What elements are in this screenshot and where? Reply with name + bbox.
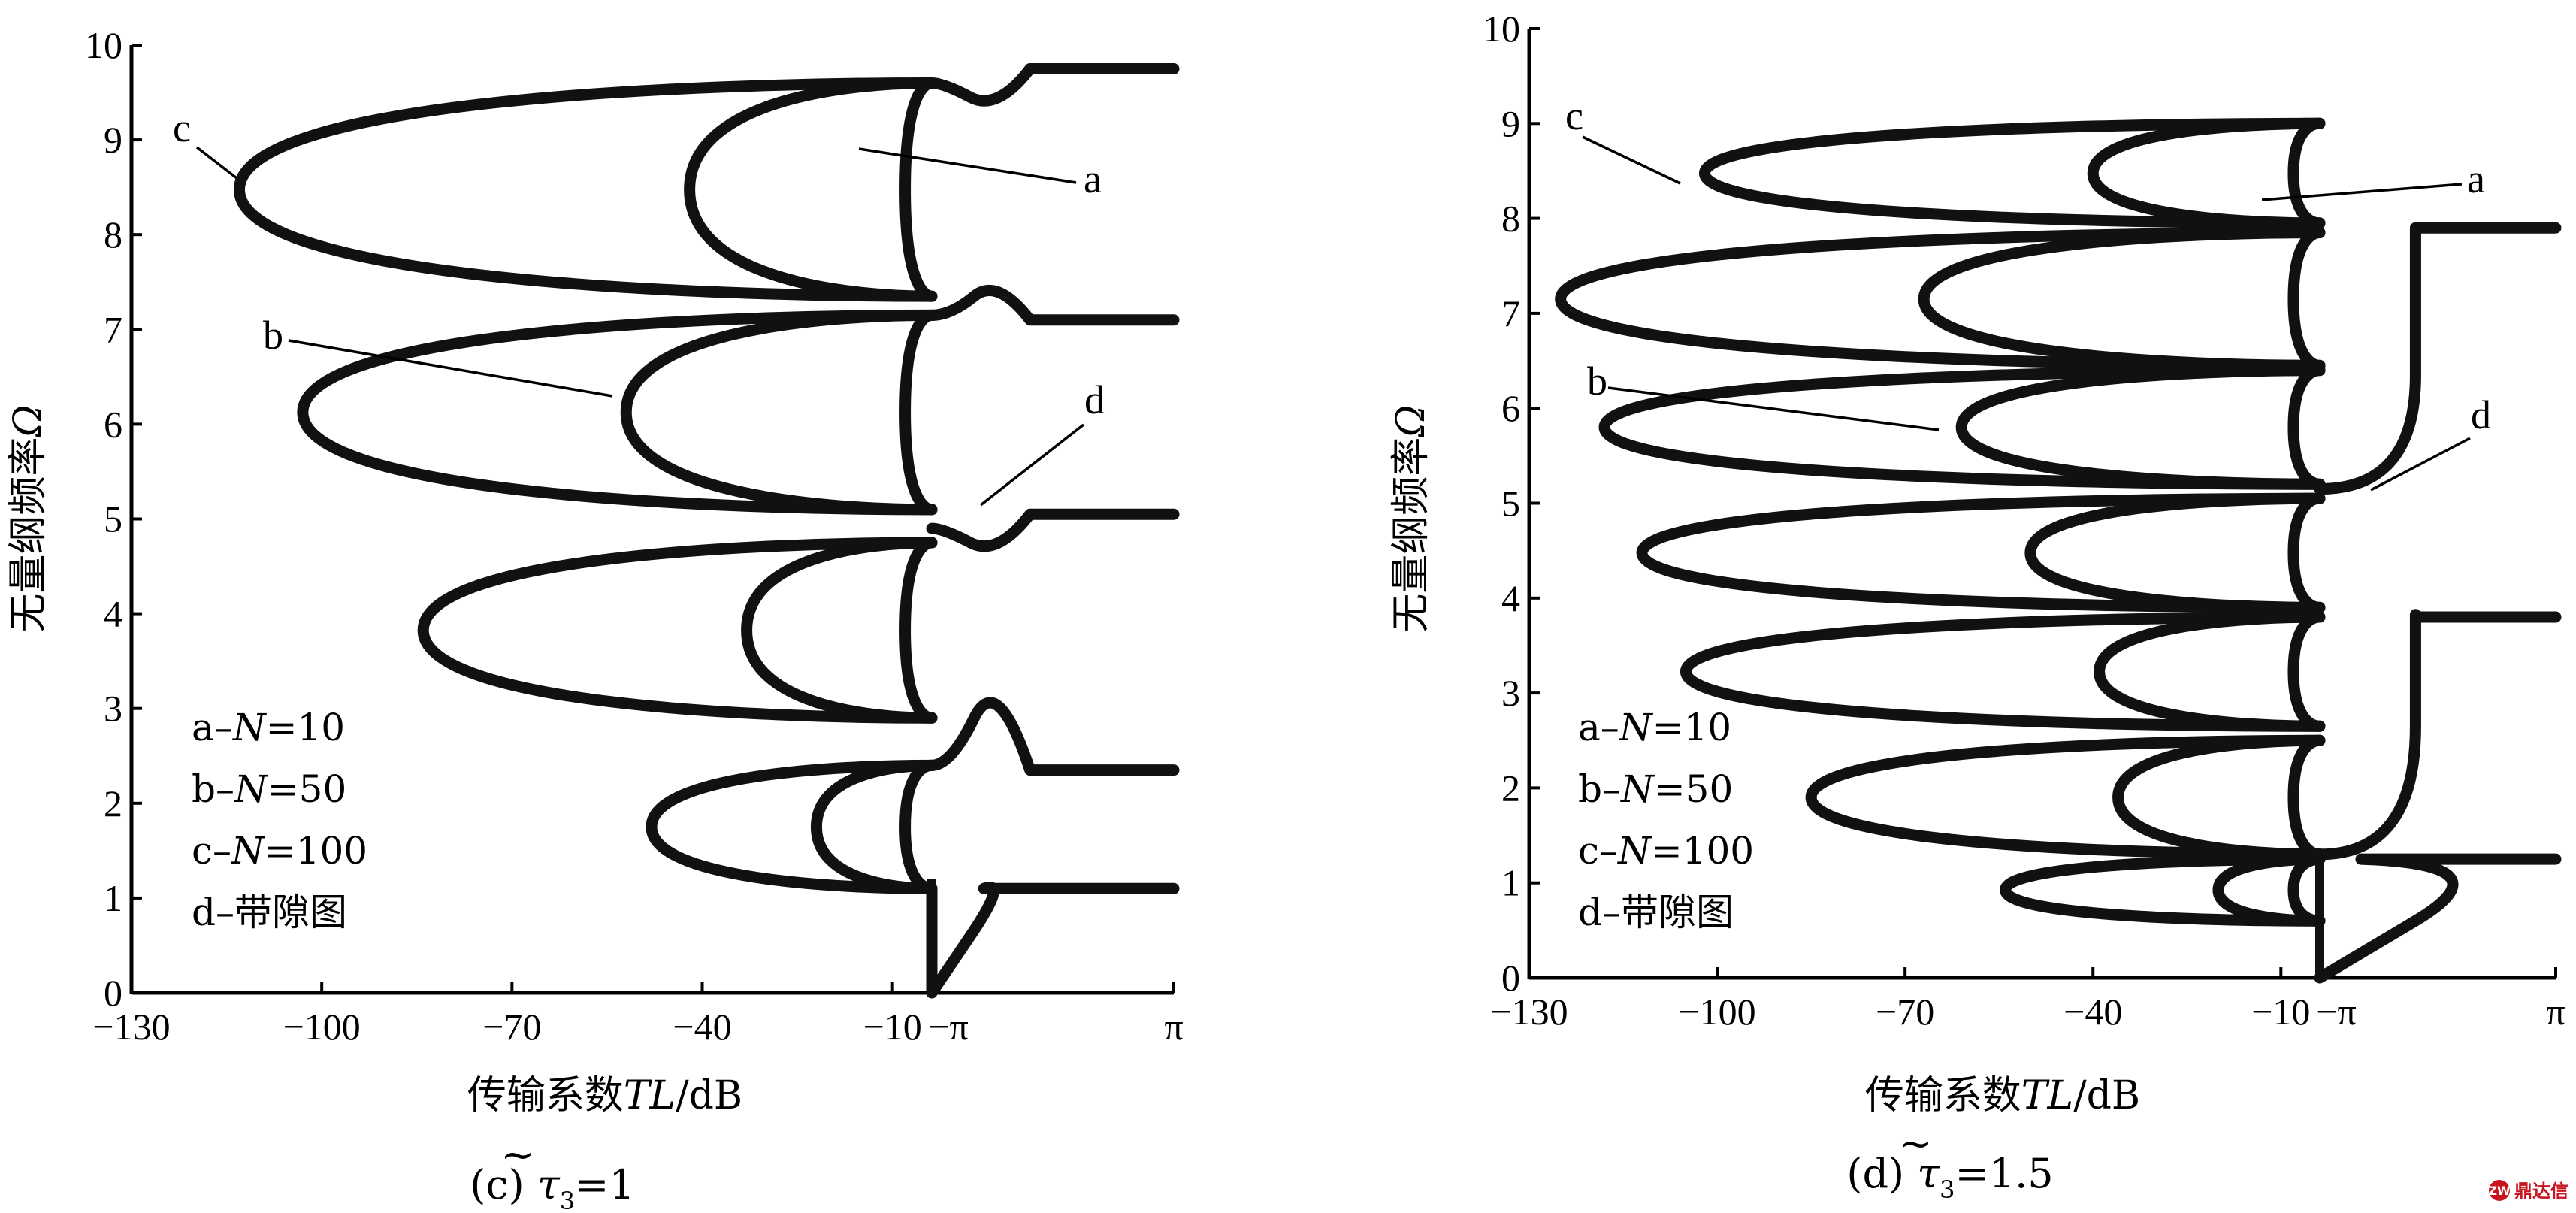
- series-c-lobe: [1698, 117, 2326, 229]
- x-tick-label: −100: [1678, 991, 1755, 1033]
- x-tick-label: −130: [92, 1006, 170, 1048]
- x-tick-label: −100: [283, 1006, 361, 1048]
- y-tick-label: 7: [104, 308, 122, 350]
- watermark-text: 鼎达信: [2514, 1181, 2568, 1202]
- panel-caption: (d) τ3=1.5: [1846, 1150, 2053, 1204]
- series-c-lobe: [233, 77, 938, 302]
- series-c-lobe: [1598, 365, 2326, 490]
- y-tick-label: 8: [104, 213, 122, 256]
- y-tick-label: 9: [1501, 102, 1520, 144]
- series-a-lobe: [899, 309, 938, 516]
- callout-label-b: b: [1587, 358, 1607, 404]
- watermark: ZW 鼎达信: [2488, 1180, 2568, 1202]
- series-b-lobe: [684, 77, 938, 302]
- series-d-band: [926, 697, 1180, 776]
- y-tick-label: 3: [1501, 672, 1520, 714]
- legend-item-c: c–N=100: [192, 829, 367, 873]
- y-tick-label: 0: [104, 972, 122, 1014]
- x-tick-label: π: [2546, 991, 2565, 1033]
- y-tick-label: 8: [1501, 198, 1520, 240]
- legend-item-d: d–带隙图: [1578, 891, 1734, 934]
- series-c-lobe: [1636, 492, 2326, 613]
- x-tick-label: −10: [863, 1006, 922, 1048]
- callout-leader-b: [288, 339, 613, 398]
- series-d-band: [926, 285, 1180, 326]
- caption-tilde: ~: [500, 1131, 534, 1178]
- callout-label-b: b: [263, 313, 283, 358]
- callout-label-c: c: [173, 105, 191, 150]
- x-tick-label: −40: [2064, 991, 2122, 1033]
- y-tick-label: 10: [1483, 8, 1520, 50]
- y-tick-label: 9: [104, 119, 122, 161]
- series-a-lobe: [899, 77, 938, 302]
- panel-c: 0 1 2 3 4 5 6 7 8 9 10 −130 −100 −70 −40 −10 −π π a–N=10 b–…: [6, 24, 1184, 1213]
- y-tick-label: 5: [1501, 482, 1520, 525]
- callout-leader-b: [1607, 386, 1940, 431]
- y-tick-label: 5: [104, 498, 122, 540]
- callout-leader-c: [1582, 135, 1681, 185]
- callout-label-d: d: [2471, 392, 2491, 437]
- series-c-lobe: [646, 759, 938, 894]
- series-d-band: [926, 508, 1180, 552]
- legend-item-c: c–N=100: [1578, 829, 1754, 873]
- y-axis-title: 无量纲频率Ω: [1389, 404, 1434, 632]
- panel-caption: (c) τ3=1: [470, 1161, 634, 1213]
- x-axis-title: 传输系数TL/dB: [467, 1073, 742, 1118]
- watermark-badge: [2489, 1180, 2510, 1201]
- y-axis-title: 无量纲频率Ω: [6, 404, 51, 632]
- y-tick-label: 10: [85, 24, 122, 66]
- x-tick-label: π: [1164, 1006, 1183, 1048]
- series-d-band: [926, 63, 1180, 107]
- callout-label-d: d: [1084, 377, 1105, 422]
- x-tick-label: −π: [928, 1006, 968, 1048]
- callout-label-a: a: [2467, 156, 2485, 201]
- legend-item-d: d–带隙图: [192, 891, 347, 934]
- y-tick-label: 3: [104, 688, 122, 730]
- legend-item-b: b–N=50: [192, 767, 346, 811]
- series-d-band: [2314, 609, 2562, 861]
- y-tick-label: 2: [1501, 767, 1520, 809]
- y-tick-label: 1: [104, 877, 122, 919]
- y-tick-label: 6: [104, 403, 122, 445]
- x-tick-label: −70: [1876, 991, 1934, 1033]
- series-c-lobe: [417, 537, 938, 724]
- callout-leader-c: [195, 146, 238, 180]
- series-c-lobe: [297, 309, 938, 516]
- callout-label-c: c: [1565, 93, 1583, 138]
- x-tick-label: −10: [2251, 991, 2310, 1033]
- callout-leader-a: [858, 147, 1077, 184]
- panel-d: 0 1 2 3 4 5 6 7 8 9 10 −130 −100 −70 −40 −10 −π π a–N=10 b–…: [1389, 8, 2565, 1204]
- legend-item-a: a–N=10: [1578, 706, 1731, 749]
- y-tick-label: 1: [1501, 862, 1520, 904]
- y-tick-label: 4: [104, 593, 122, 635]
- y-tick-label: 6: [1501, 387, 1520, 429]
- series-c-lobe: [2000, 853, 2326, 927]
- x-tick-label: −40: [673, 1006, 731, 1048]
- callout-leader-a: [2261, 183, 2463, 201]
- y-tick-label: 2: [104, 782, 122, 824]
- watermark-badge-text: ZW: [2488, 1184, 2511, 1198]
- x-tick-label: −130: [1490, 991, 1568, 1033]
- legend-item-b: b–N=50: [1578, 767, 1733, 811]
- x-tick-label: −π: [2316, 991, 2356, 1033]
- y-tick-label: 4: [1501, 577, 1520, 619]
- caption-tilde: ~: [1898, 1120, 1932, 1167]
- legend-item-a: a–N=10: [192, 706, 345, 749]
- y-tick-label: 0: [1501, 957, 1520, 999]
- series-c-lobe: [1805, 734, 2326, 861]
- y-tick-label: 7: [1501, 292, 1520, 334]
- series-d-band: [2314, 222, 2562, 495]
- series-d-band: [926, 882, 1180, 999]
- callout-leader-d: [979, 423, 1085, 507]
- series-c-lobe: [1555, 227, 2326, 371]
- series-c-lobe: [1680, 611, 2326, 732]
- x-axis-title: 传输系数TL/dB: [1865, 1073, 2140, 1118]
- callout-label-a: a: [1084, 156, 1102, 201]
- x-tick-label: −70: [482, 1006, 541, 1048]
- series-d-band: [2314, 853, 2562, 984]
- callout-leader-d: [2370, 437, 2471, 492]
